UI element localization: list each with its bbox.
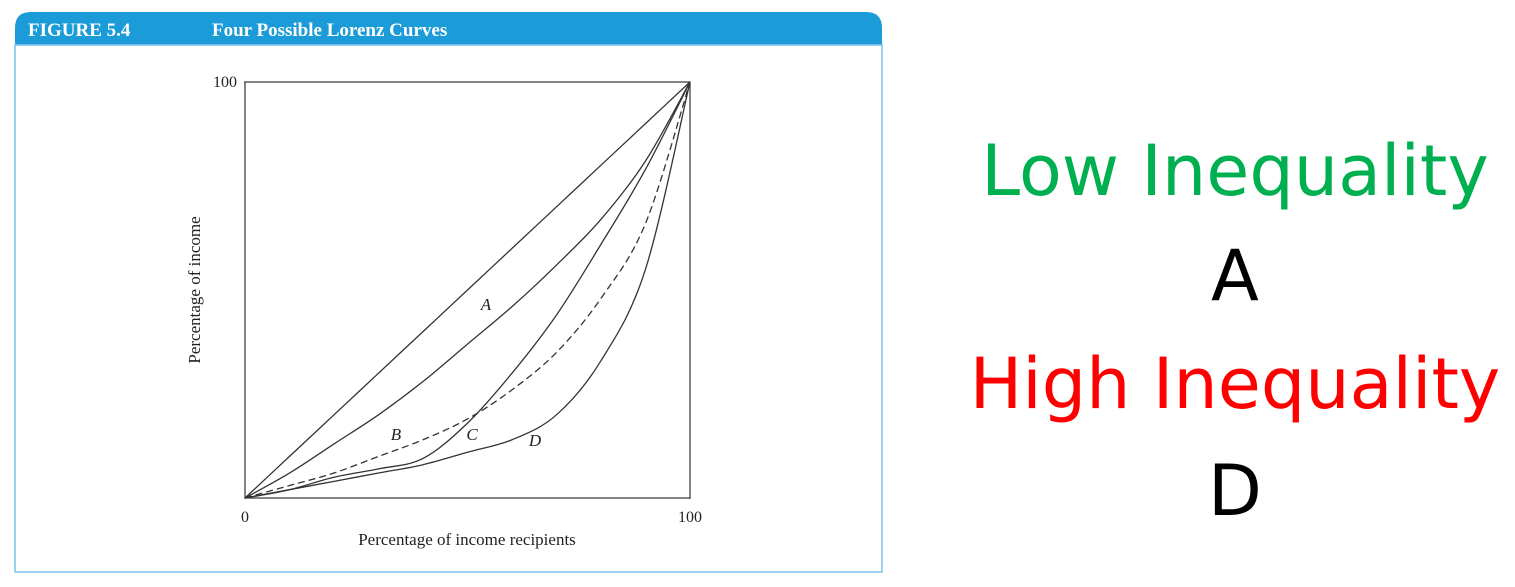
figure-label: FIGURE 5.4 <box>28 20 131 41</box>
low-curve: A <box>1211 235 1259 317</box>
high-inequality: High Inequality <box>970 343 1501 425</box>
lorenz-curve <box>244 81 691 499</box>
plot-frame <box>244 81 691 499</box>
curve-label: A <box>480 295 492 314</box>
x-tick-label: 0 <box>241 509 249 526</box>
lorenz-curve <box>244 81 691 499</box>
y-tick-label: 100 <box>213 74 237 91</box>
low-inequality: Low Inequality <box>981 130 1489 212</box>
high-curve: D <box>1208 450 1262 532</box>
x-tick-label: 100 <box>678 509 702 526</box>
figure-header <box>15 12 882 45</box>
curve-label: B <box>391 425 402 444</box>
lorenz-curve <box>244 81 691 499</box>
curve-label: D <box>528 431 542 450</box>
y-axis-label: Percentage of income <box>185 216 204 363</box>
lorenz-curve <box>244 81 691 499</box>
curve-label: C <box>466 425 478 444</box>
chart-title: Four Possible Lorenz Curves <box>212 20 447 41</box>
lorenz-curve <box>244 81 691 499</box>
x-axis-label: Percentage of income recipients <box>358 530 576 549</box>
